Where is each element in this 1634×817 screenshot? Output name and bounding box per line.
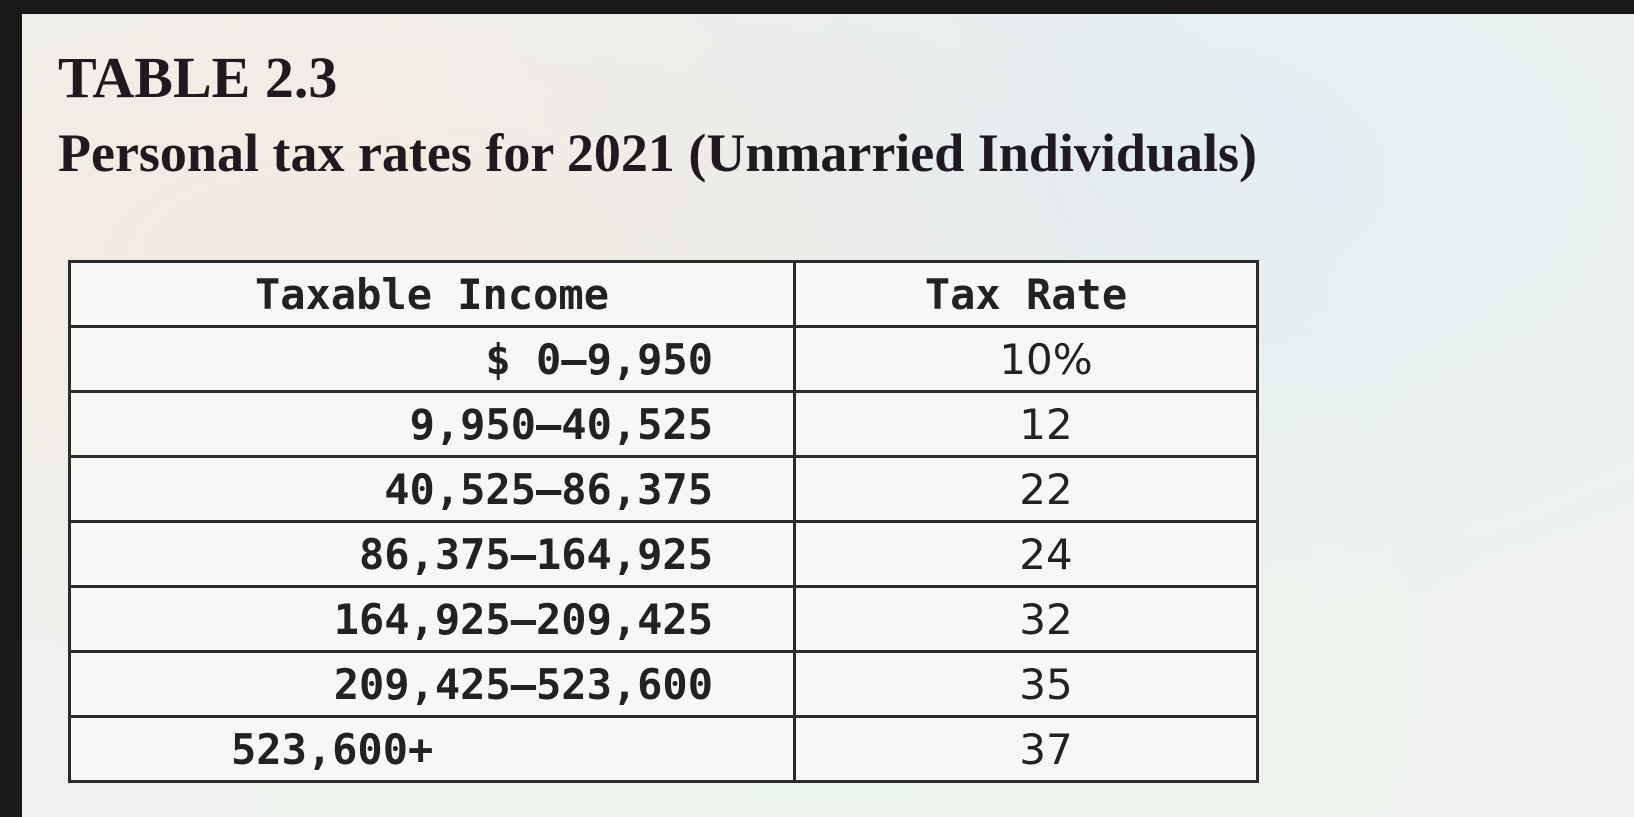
income-bracket-cell: 9,950–40,525 [68, 390, 796, 458]
table-row: 9,950–40,525 12 [68, 390, 1259, 458]
table-row: $ 0–9,950 10% [68, 325, 1259, 393]
table-row: 86,375–164,925 24 [68, 520, 1259, 588]
tax-rate-cell: 22 [793, 455, 1259, 523]
income-bracket-cell: $ 0–9,950 [68, 325, 796, 393]
income-bracket-cell: 40,525–86,375 [68, 455, 796, 523]
tax-rate-cell: 35 [793, 650, 1259, 718]
tax-rate-cell: 24 [793, 520, 1259, 588]
table-row: 523,600+ 37 [68, 715, 1259, 783]
tax-rate-cell: 37 [793, 715, 1259, 783]
tax-rate-cell: 12 [793, 390, 1259, 458]
table-row: 164,925–209,425 32 [68, 585, 1259, 653]
table-row: 209,425–523,600 35 [68, 650, 1259, 718]
table-row: 40,525–86,375 22 [68, 455, 1259, 523]
income-bracket-cell: 86,375–164,925 [68, 520, 796, 588]
table-header-row: Taxable Income Tax Rate [68, 260, 1259, 328]
screen: TABLE 2.3 Personal tax rates for 2021 (U… [22, 14, 1634, 817]
table-number: TABLE 2.3 [58, 45, 338, 110]
header-tax-rate: Tax Rate [793, 260, 1259, 328]
tax-rate-cell: 32 [793, 585, 1259, 653]
header-taxable-income: Taxable Income [68, 260, 796, 328]
tax-rate-table: Taxable Income Tax Rate $ 0–9,950 10% 9,… [68, 260, 1259, 783]
income-bracket-cell: 209,425–523,600 [68, 650, 796, 718]
table-title: Personal tax rates for 2021 (Unmarried I… [58, 123, 1257, 183]
tax-rate-cell: 10% [793, 325, 1259, 393]
income-bracket-cell: 164,925–209,425 [68, 585, 796, 653]
income-bracket-cell: 523,600+ [68, 715, 796, 783]
